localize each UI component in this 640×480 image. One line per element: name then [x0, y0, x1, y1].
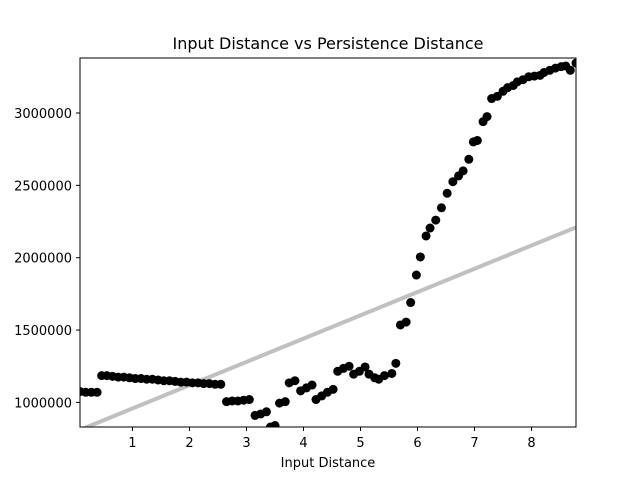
data-point — [344, 361, 354, 371]
fit-line — [81, 225, 576, 427]
data-point — [472, 135, 482, 145]
plot-frame — [79, 57, 577, 428]
data-point — [571, 58, 576, 68]
data-point — [436, 203, 446, 213]
y-tick-label: 1000000 — [14, 396, 72, 411]
y-axis: 1000000 1500000 2000000 2500000 3000000 — [14, 107, 80, 411]
data-point — [290, 376, 300, 386]
y-tick-label: 3000000 — [14, 107, 72, 122]
y-tick-label: 2500000 — [14, 179, 72, 194]
x-tick-label: 3 — [242, 436, 250, 451]
data-point — [421, 231, 431, 241]
data-point — [307, 380, 317, 390]
data-point — [464, 154, 474, 164]
x-tick-label: 7 — [470, 436, 478, 451]
data-point — [244, 395, 254, 405]
data-point — [391, 358, 401, 368]
y-tick-label: 2000000 — [14, 252, 72, 267]
y-tick-label: 1500000 — [14, 324, 72, 339]
x-tick-label: 1 — [128, 436, 136, 451]
data-point — [442, 188, 452, 198]
x-tick-label: 4 — [299, 436, 307, 451]
data-point — [406, 298, 416, 308]
data-point — [261, 407, 271, 417]
data-point — [565, 65, 575, 75]
plot-area — [80, 58, 576, 427]
data-point — [387, 368, 397, 378]
x-tick-label: 8 — [527, 436, 535, 451]
data-point — [270, 421, 280, 427]
data-point — [425, 223, 435, 233]
data-point — [328, 384, 338, 394]
x-axis-label: Input Distance — [281, 456, 376, 471]
data-point — [448, 177, 458, 187]
x-tick-label: 2 — [185, 436, 193, 451]
data-point — [280, 397, 290, 407]
data-point — [415, 252, 425, 262]
data-point — [482, 112, 492, 122]
x-tick-label: 5 — [356, 436, 364, 451]
data-point — [411, 270, 421, 280]
chart-title: Input Distance vs Persistence Distance — [172, 34, 483, 53]
data-point — [360, 362, 370, 372]
x-axis: 1 2 3 4 5 6 7 8 — [128, 427, 536, 451]
data-point — [401, 317, 411, 327]
data-point — [216, 379, 226, 389]
data-point — [458, 166, 468, 176]
x-tick-label: 6 — [413, 436, 421, 451]
data-points — [80, 58, 576, 427]
data-point — [92, 387, 102, 397]
data-point — [431, 215, 441, 225]
data-point — [379, 371, 389, 381]
